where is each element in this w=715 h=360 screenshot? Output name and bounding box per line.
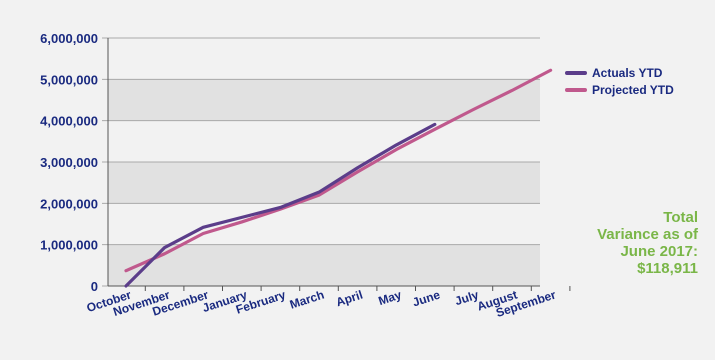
variance-annotation-line: June 2017: [620,243,698,260]
plot-band-0 [108,244,540,286]
y-tick-label: 5,000,000 [40,72,98,87]
plot-band-5 [108,38,540,80]
series-line-projected-ytd [124,68,553,273]
x-tick-label: May [377,287,404,308]
y-tick-label: 2,000,000 [40,196,98,211]
legend-label: Projected YTD [592,83,674,97]
y-tick-label: 0 [91,279,98,294]
variance-annotation-line: $118,911 [637,260,698,277]
plot-band-1 [108,203,540,245]
y-tick-label: 6,000,000 [40,31,98,46]
variance-annotation-line: Total [663,209,698,226]
variance-annotation-line: Variance as of [597,226,699,243]
x-tick-label: March [288,288,326,312]
legend-label: Actuals YTD [592,66,663,80]
series-line-actuals-ytd [124,122,437,288]
y-tick-label: 4,000,000 [40,114,98,129]
plot-band-2 [108,162,540,204]
plot-band-4 [108,79,540,121]
y-tick-label: 1,000,000 [40,238,98,253]
plot-band-3 [108,120,540,162]
y-tick-label: 3,000,000 [40,155,98,170]
